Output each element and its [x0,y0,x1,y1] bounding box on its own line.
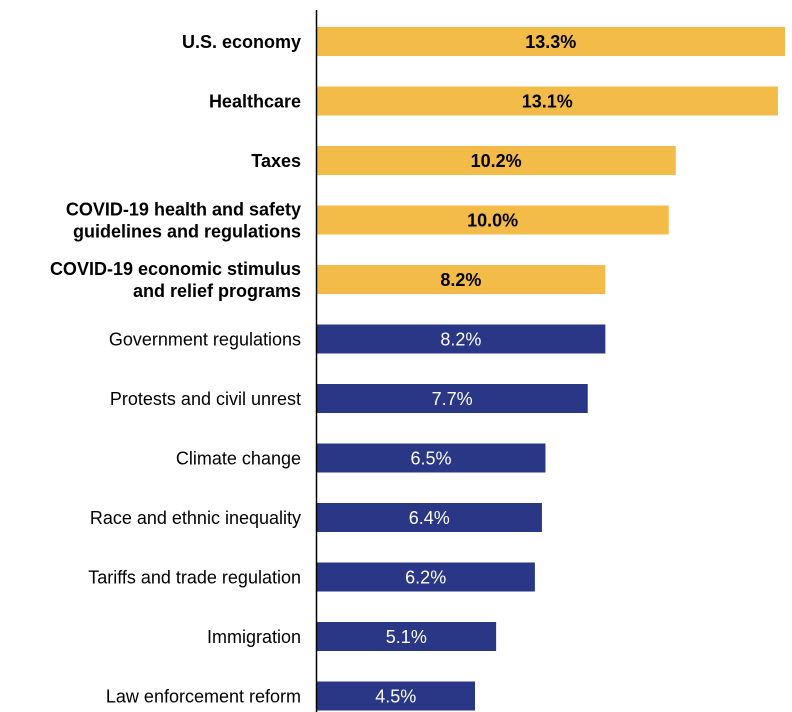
category-label-line: and relief programs [133,281,301,301]
category-label: Government regulations [109,330,301,350]
bar [316,562,535,592]
category-label-line: Climate change [176,449,301,469]
category-label: Protests and civil unrest [110,389,301,409]
category-label-line: guidelines and regulations [73,222,301,242]
bar [316,503,542,532]
data-label: 5.1% [386,627,427,647]
bar [316,384,588,413]
category-label-line: Immigration [207,627,301,647]
data-label: 13.1% [522,92,573,112]
category-label: U.S. economy [182,32,301,52]
bar [316,86,778,116]
bar [316,681,476,711]
bar [316,27,785,56]
category-label: Race and ethnic inequality [90,508,301,528]
category-label: COVID-19 economic stimulus and relief pro… [50,259,301,301]
category-label-line: Tariffs and trade regulation [88,568,301,588]
bar [316,622,497,651]
bars-group [316,27,785,711]
category-label-line: COVID-19 economic stimulus [50,259,301,279]
category-label-line: Race and ethnic inequality [90,508,301,528]
data-label: 8.2% [440,270,481,290]
category-label-line: U.S. economy [182,32,301,52]
value-labels-group: 13.3% 13.1% 10.2% 10.0% 8.2% 8.2% 7.7% 6.5% 6.4%… [375,32,576,707]
data-label: 10.2% [471,151,522,171]
bar [316,265,606,294]
data-label: 8.2% [440,330,481,350]
category-label-line: Law enforcement reform [106,687,301,707]
data-label: 6.5% [410,449,451,469]
bar [316,324,606,354]
category-label-line: COVID-19 health and safety [66,200,301,220]
category-label: Climate change [176,449,301,469]
category-label: Taxes [251,151,301,171]
category-label-line: Protests and civil unrest [110,389,301,409]
category-label-line: Government regulations [109,330,301,350]
category-label: COVID-19 health and safety guidelines and… [66,200,301,242]
data-label: 6.4% [409,508,450,528]
category-label: Tariffs and trade regulation [88,568,301,588]
data-label: 4.5% [375,687,416,707]
category-label-line: Healthcare [209,92,301,112]
data-label: 7.7% [432,389,473,409]
data-label: 6.2% [405,568,446,588]
category-labels-group: U.S. economy Healthcare Taxes COVID-19 heal… [50,32,301,707]
bar [316,146,676,175]
data-label: 13.3% [525,32,576,52]
bar [316,205,669,235]
category-label: Law enforcement reform [106,687,301,707]
category-label: Healthcare [209,92,301,112]
bar [316,443,546,473]
category-label: Immigration [207,627,301,647]
data-label: 10.0% [467,211,518,231]
category-label-line: Taxes [251,151,301,171]
